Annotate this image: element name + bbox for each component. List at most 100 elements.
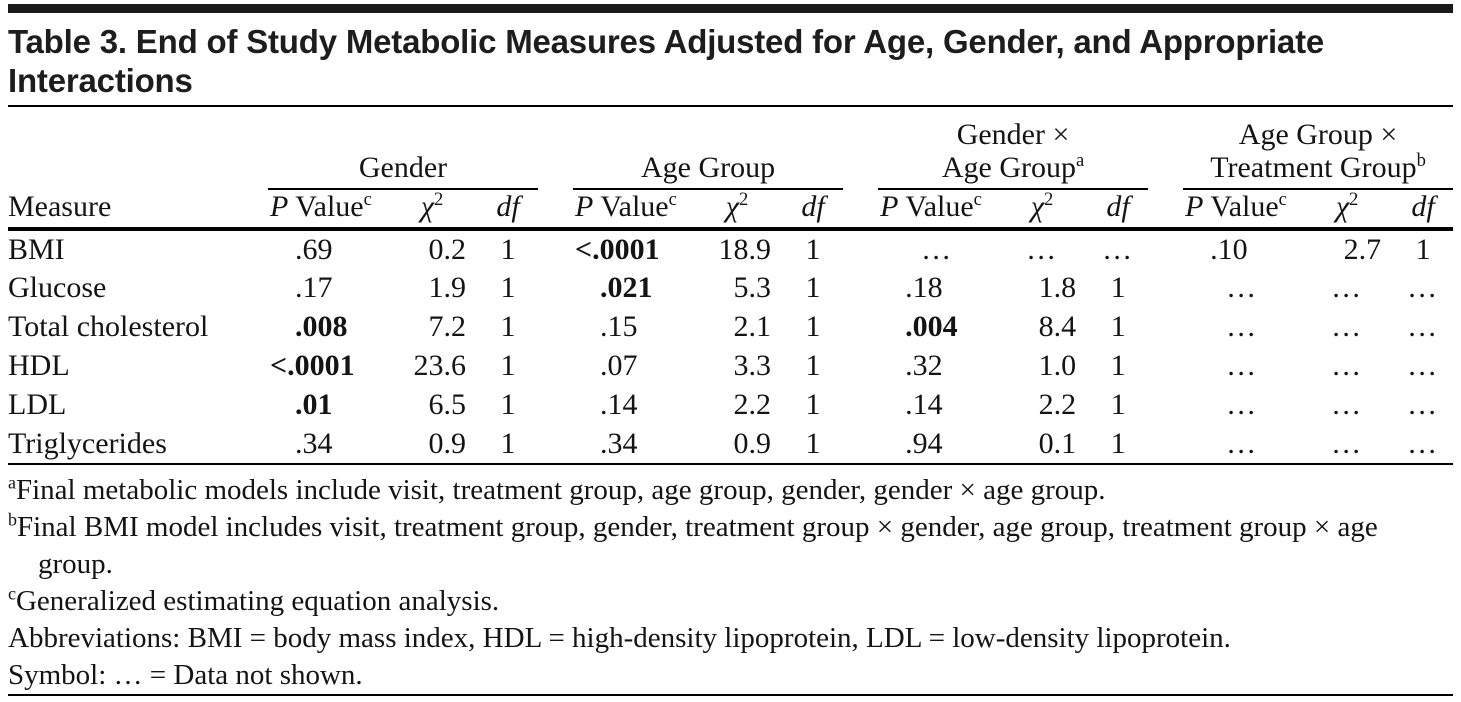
table-cell: 1	[805, 232, 821, 266]
group-header: Age Group	[573, 107, 844, 190]
table-cell: 0.9	[428, 426, 467, 460]
table-cell: .94	[905, 426, 943, 460]
table-row: BMI .69 0.2 1 <.0001 18.9 1 … … … .10 2.7 1	[8, 229, 1453, 268]
table-cell: …	[1407, 309, 1440, 343]
column-gap	[1148, 346, 1183, 385]
column-gap	[843, 346, 878, 385]
table-cell: …	[1407, 348, 1440, 382]
column-gap	[538, 424, 573, 463]
table-cell: 1	[500, 387, 516, 421]
table-title: Table 3. End of Study Metabolic Measures…	[8, 22, 1453, 100]
footnote-symbol: Symbol: … = Data not shown.	[8, 657, 1453, 694]
table-cell: .01	[295, 387, 333, 421]
footnote-a-marker: a	[8, 472, 16, 493]
table-cell: 1	[805, 309, 821, 343]
table-cell: .021	[600, 270, 653, 304]
table-row: Glucose .17 1.9 1.021 5.3 1.18 1.8 1………	[8, 268, 1453, 307]
table-cell: 1	[805, 387, 821, 421]
table-cell: 1	[1415, 232, 1431, 266]
table-cell: 2.7	[1343, 232, 1382, 266]
footnote-abbreviations-text: Abbreviations: BMI = body mass index, HD…	[8, 622, 1231, 654]
table-row: Triglycerides .34 0.9 1.34 0.9 1.94 0.1 1………	[8, 424, 1453, 463]
footnote-b-text: Final BMI model includes visit, treatmen…	[16, 511, 1378, 580]
measure-cell: Glucose	[8, 270, 107, 304]
p-value-header: P Valuec	[1183, 189, 1302, 231]
table-cell: .32	[905, 348, 943, 382]
footnote-c-marker: c	[8, 583, 16, 604]
table-cell: 1	[805, 426, 821, 460]
table-cell: …	[1026, 232, 1059, 266]
column-gap	[843, 424, 878, 463]
table-cell: …	[1226, 270, 1259, 304]
table-cell: 3.3	[733, 348, 772, 382]
column-gap	[1148, 268, 1183, 307]
table-cell: 1.0	[1038, 348, 1077, 382]
table-cell: <.0001	[575, 232, 660, 266]
table-cell: …	[1407, 387, 1440, 421]
df-header: df	[1393, 189, 1454, 231]
table-cell: .008	[295, 309, 348, 343]
page-bottom-divider	[8, 694, 1453, 696]
chi-square-header: χ2	[386, 189, 478, 231]
table-cell: 1	[500, 309, 516, 343]
table-cell: <.0001	[270, 348, 355, 382]
table-cell: .15	[600, 309, 638, 343]
table-cell: .17	[295, 270, 333, 304]
table-cell: 0.1	[1038, 426, 1077, 460]
table-cell: 1.8	[1038, 270, 1077, 304]
column-gap	[1148, 307, 1183, 346]
top-bar	[8, 4, 1453, 13]
table-title-line1: Table 3. End of Study Metabolic Measures…	[8, 23, 1325, 60]
group-header: Age Group × Treatment Groupb	[1183, 107, 1454, 190]
column-gap	[843, 307, 878, 346]
table-title-line2: Interactions	[8, 62, 193, 99]
table-cell: .69	[295, 232, 333, 266]
table-row: HDL <.0001 23.6 1.07 3.3 1.32 1.0 1………	[8, 346, 1453, 385]
table-cell: .07	[600, 348, 638, 382]
subheader-row: Measure P Valuec χ2 df P Valuec χ2 df P Valuec χ…	[8, 189, 1454, 231]
column-gap	[538, 229, 573, 268]
column-gap	[538, 346, 573, 385]
footnote-symbol-text: Symbol: … = Data not shown.	[8, 659, 363, 691]
metabolic-measures-table: Gender Age Group Gender × Age Groupa Age Gro…	[8, 107, 1454, 463]
df-header: df	[1088, 189, 1149, 231]
column-gap	[843, 107, 878, 189]
column-gap	[538, 107, 573, 189]
df-header: df	[478, 189, 539, 231]
p-value-header: P Valuec	[878, 189, 997, 231]
table-cell: …	[1226, 309, 1259, 343]
table-cell: …	[921, 232, 954, 266]
column-gap	[843, 385, 878, 424]
chi-square-header: χ2	[1301, 189, 1394, 231]
table-cell: 1	[805, 270, 821, 304]
table-cell: 1	[500, 426, 516, 460]
table-cell: .18	[905, 270, 943, 304]
table-cell: 2.2	[733, 387, 772, 421]
table-cell: …	[1407, 270, 1440, 304]
table-cell: 18.9	[718, 232, 772, 266]
df-header: df	[783, 189, 844, 231]
table-cell: …	[1226, 348, 1259, 382]
chi-square-header: χ2	[691, 189, 784, 231]
column-gap	[538, 307, 573, 346]
table-cell: 0.2	[428, 232, 467, 266]
table-cell: …	[1331, 426, 1364, 460]
footnote-c: cGeneralized estimating equation analysi…	[8, 583, 1453, 620]
table-cell: 1	[1110, 309, 1126, 343]
table-cell: …	[1331, 387, 1364, 421]
table-row: LDL .01 6.5 1.14 2.2 1.14 2.2 1………	[8, 385, 1453, 424]
table-row: Total cholesterol .008 7.2 1 .15 2.1 1 .004 8.4 1…	[8, 307, 1453, 346]
column-gap	[538, 189, 574, 231]
table-cell: 2.2	[1038, 387, 1077, 421]
group-header: Gender	[268, 107, 539, 190]
table-cell: 5.3	[733, 270, 772, 304]
measure-cell: Triglycerides	[8, 426, 167, 460]
table-cell: 1	[1110, 426, 1126, 460]
table-cell: .14	[905, 387, 943, 421]
measure-column-header: Measure	[8, 189, 268, 231]
column-gap	[1148, 107, 1183, 189]
table-cell: 1.9	[428, 270, 467, 304]
table-cell: 6.5	[428, 387, 467, 421]
table-cell: 1	[1110, 270, 1126, 304]
